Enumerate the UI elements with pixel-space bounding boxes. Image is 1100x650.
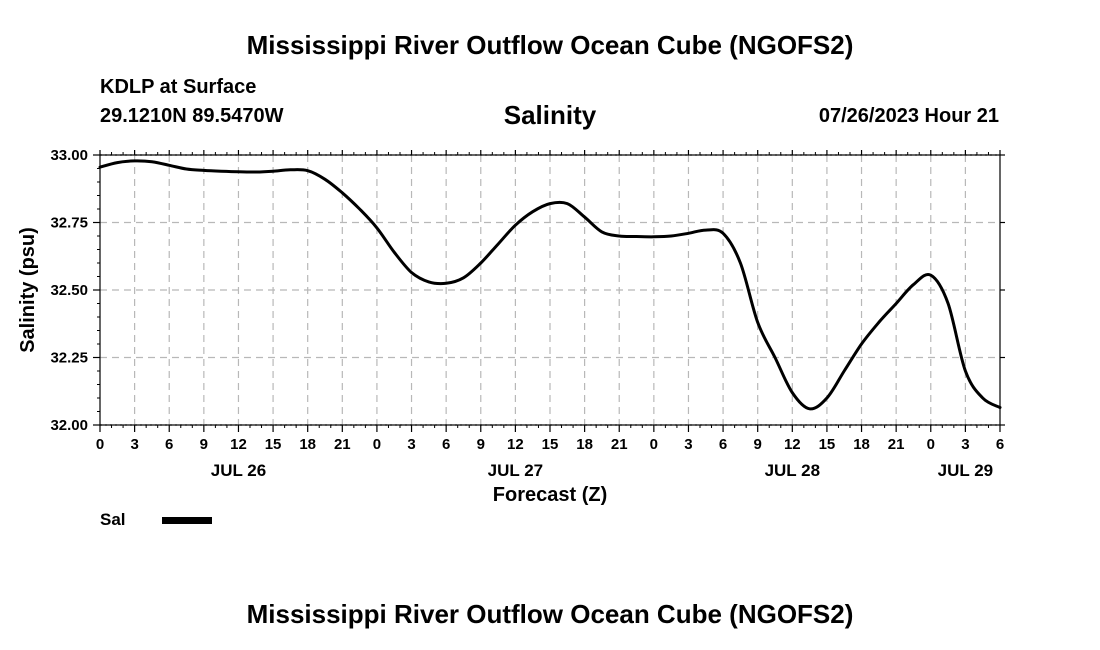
day-label: JUL 28 bbox=[765, 461, 820, 480]
axis-ticks bbox=[93, 150, 1005, 432]
axis-labels: 0 3 6 9 12 15 18 21 0 3 6 9 12 15 18 21 0 3 6 9 12 15 18 21 0 3 6 3… bbox=[50, 147, 1004, 480]
day-label: JUL 29 bbox=[938, 461, 993, 480]
station-coordinates: 29.1210N 89.5470W bbox=[100, 105, 284, 127]
legend-label: Sal bbox=[100, 510, 126, 529]
x-axis-title: Forecast (Z) bbox=[493, 484, 607, 506]
forecast-timestamp: 07/26/2023 Hour 21 bbox=[818, 105, 999, 127]
x-tick-label: 21 bbox=[611, 436, 628, 453]
x-tick-label: 6 bbox=[719, 436, 727, 453]
grid bbox=[100, 154, 1000, 426]
x-tick-label: 18 bbox=[853, 436, 870, 453]
x-tick-label: 9 bbox=[754, 436, 762, 453]
x-tick-label: 18 bbox=[576, 436, 593, 453]
x-tick-label: 0 bbox=[96, 436, 104, 453]
legend-swatch bbox=[162, 517, 212, 524]
x-tick-label: 9 bbox=[477, 436, 485, 453]
station-label: KDLP at Surface bbox=[100, 76, 257, 98]
y-tick-label: 33.00 bbox=[50, 147, 88, 164]
x-tick-label: 12 bbox=[230, 436, 247, 453]
x-tick-label: 12 bbox=[784, 436, 801, 453]
y-tick-label: 32.50 bbox=[50, 282, 88, 299]
x-tick-label: 21 bbox=[888, 436, 905, 453]
x-tick-label: 18 bbox=[299, 436, 316, 453]
x-tick-label: 0 bbox=[373, 436, 381, 453]
footer-title: Mississippi River Outflow Ocean Cube (NG… bbox=[246, 599, 854, 629]
x-tick-label: 3 bbox=[407, 436, 415, 453]
y-tick-label: 32.00 bbox=[50, 417, 88, 434]
x-tick-label: 15 bbox=[265, 436, 282, 453]
x-tick-label: 15 bbox=[542, 436, 559, 453]
x-tick-label: 6 bbox=[996, 436, 1004, 453]
x-tick-label: 3 bbox=[130, 436, 138, 453]
day-label: JUL 27 bbox=[488, 461, 543, 480]
x-tick-label: 21 bbox=[334, 436, 351, 453]
x-tick-label: 15 bbox=[819, 436, 836, 453]
x-tick-label: 6 bbox=[165, 436, 173, 453]
x-tick-label: 0 bbox=[650, 436, 658, 453]
x-tick-label: 12 bbox=[507, 436, 524, 453]
series-line-sal bbox=[98, 159, 1002, 411]
y-tick-label: 32.75 bbox=[50, 215, 88, 232]
x-tick-label: 6 bbox=[442, 436, 450, 453]
x-tick-label: 3 bbox=[961, 436, 969, 453]
chart-title: Salinity bbox=[503, 100, 597, 130]
x-tick-label: 3 bbox=[684, 436, 692, 453]
page-title: Mississippi River Outflow Ocean Cube (NG… bbox=[246, 30, 854, 60]
y-tick-label: 32.25 bbox=[50, 350, 88, 367]
day-label: JUL 26 bbox=[211, 461, 266, 480]
x-tick-label: 0 bbox=[927, 436, 935, 453]
y-axis-title: Salinity (psu) bbox=[17, 227, 39, 353]
x-tick-label: 9 bbox=[200, 436, 208, 453]
